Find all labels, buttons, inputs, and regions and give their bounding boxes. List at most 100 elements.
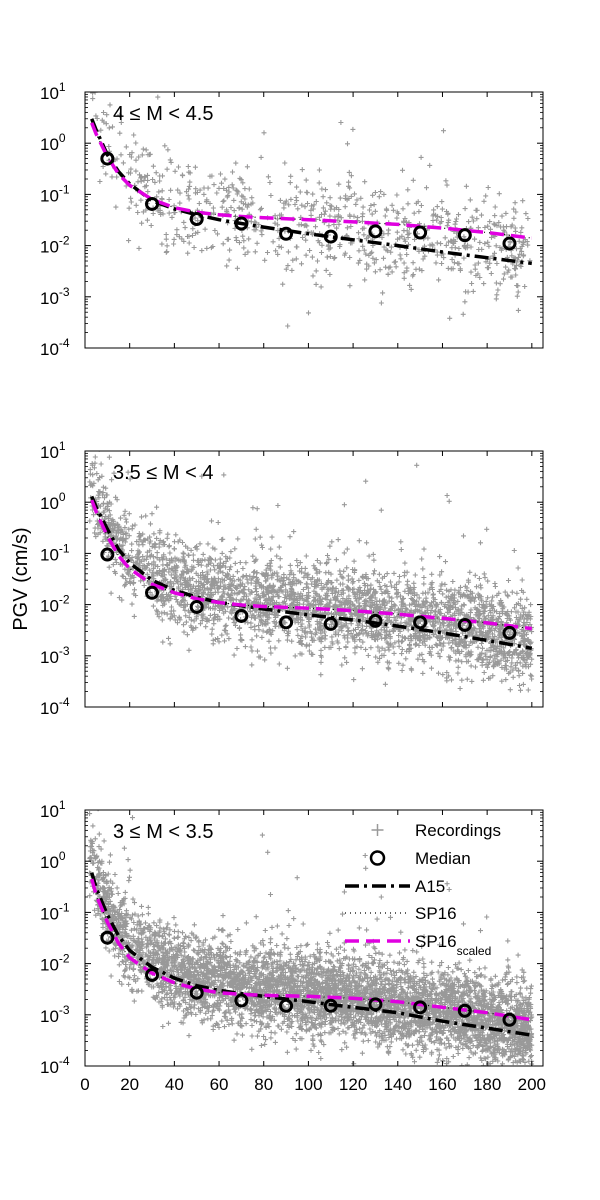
y-tick-label: 10-3 bbox=[40, 1003, 70, 1026]
y-tick-label: 10-1 bbox=[40, 900, 70, 923]
y-axis: 10-4 10-3 10-2 10-1 100 101 bbox=[40, 80, 543, 359]
curve-sp16 bbox=[91, 878, 532, 1021]
median-point bbox=[323, 229, 338, 244]
median-point bbox=[368, 224, 383, 239]
x-tick-label: 120 bbox=[339, 1075, 367, 1094]
y-tick-label: 10-4 bbox=[40, 1054, 70, 1077]
panel-label: 4 ≤ M < 4.5 bbox=[113, 103, 213, 125]
recording-marks bbox=[87, 451, 535, 693]
median-point bbox=[145, 196, 160, 211]
y-tick-label: 10-2 bbox=[40, 234, 70, 257]
x-tick-label: 180 bbox=[473, 1075, 501, 1094]
plot-area bbox=[90, 92, 533, 329]
y-tick-label: 100 bbox=[40, 490, 66, 513]
median-point bbox=[457, 617, 472, 632]
x-tick-label: 20 bbox=[120, 1075, 139, 1094]
x-tick-label: 40 bbox=[165, 1075, 184, 1094]
curve-a15 bbox=[90, 495, 533, 651]
y-tick-label: 10-3 bbox=[40, 285, 70, 308]
median-point bbox=[413, 1000, 428, 1015]
y-tick-label: 10-2 bbox=[40, 593, 70, 616]
legend-label: Recordings bbox=[415, 821, 501, 840]
median-point bbox=[100, 547, 115, 562]
median-point bbox=[368, 613, 383, 628]
legend-recordings-icon bbox=[371, 824, 384, 836]
y-tick-label: 101 bbox=[40, 439, 66, 462]
y-tick-label: 10-1 bbox=[40, 182, 70, 205]
y-axis: 10-4 10-3 10-2 10-1 100 101 bbox=[40, 439, 543, 718]
x-tick-label: 140 bbox=[384, 1075, 412, 1094]
median-point bbox=[100, 930, 115, 945]
median-point bbox=[279, 226, 294, 241]
y-axis-label: PGV (cm/s) bbox=[10, 527, 32, 630]
legend-label: Median bbox=[415, 849, 471, 868]
median-point bbox=[502, 625, 517, 640]
legend-label: SP16 bbox=[415, 904, 457, 923]
curve-a15 bbox=[90, 872, 533, 1037]
panel-label: 3.5 ≤ M < 4 bbox=[113, 462, 213, 484]
curve-sp16-scaled bbox=[90, 499, 533, 631]
median-point bbox=[189, 599, 204, 614]
recordings-scatter bbox=[87, 451, 535, 693]
legend-median-icon bbox=[369, 850, 386, 866]
y-tick-label: 101 bbox=[40, 798, 66, 821]
plot-area bbox=[87, 451, 535, 693]
median-point bbox=[189, 985, 204, 1000]
median-point bbox=[502, 1012, 517, 1027]
x-tick-label: 100 bbox=[294, 1075, 322, 1094]
axes-frame bbox=[84, 91, 544, 349]
median-point bbox=[323, 616, 338, 631]
plot-area bbox=[87, 810, 535, 1066]
median-point bbox=[145, 585, 160, 600]
x-tick-label: 60 bbox=[210, 1075, 229, 1094]
recordings-scatter bbox=[90, 92, 533, 329]
x-tick-label: 80 bbox=[254, 1075, 273, 1094]
median-point bbox=[413, 225, 428, 240]
y-tick-label: 10-1 bbox=[40, 541, 70, 564]
legend: Recordings Median A15 SP16 SP16scaled bbox=[345, 821, 501, 958]
median-markers bbox=[100, 151, 517, 251]
curve-sp16-scaled bbox=[90, 878, 533, 1022]
median-point bbox=[323, 998, 338, 1013]
median-point bbox=[368, 997, 383, 1012]
y-axis: 10-4 10-3 10-2 10-1 100 101 bbox=[40, 798, 543, 1077]
x-axis bbox=[84, 92, 533, 348]
axes-frame bbox=[84, 809, 544, 1067]
y-tick-label: 10-3 bbox=[40, 644, 70, 667]
median-markers bbox=[100, 547, 517, 640]
y-tick-label: 10-4 bbox=[40, 336, 70, 359]
x-tick-label: 160 bbox=[428, 1075, 456, 1094]
legend-label: A15 bbox=[415, 877, 445, 896]
legend-label: SP16scaled bbox=[415, 932, 491, 958]
y-tick-label: 100 bbox=[40, 849, 66, 872]
median-point bbox=[413, 615, 428, 630]
curve-a15 bbox=[90, 118, 533, 266]
median-point bbox=[457, 1003, 472, 1018]
median-point bbox=[234, 216, 249, 231]
median-point bbox=[234, 608, 249, 623]
panel-2: 10-4 10-3 10-2 10-1 100 101 3.5 ≤ M < 4 bbox=[40, 439, 544, 718]
x-tick-label: 0 bbox=[80, 1075, 89, 1094]
y-tick-label: 101 bbox=[40, 80, 66, 103]
median-point bbox=[234, 993, 249, 1008]
median-point bbox=[100, 151, 115, 166]
y-tick-label: 100 bbox=[40, 131, 66, 154]
median-point bbox=[189, 212, 204, 227]
median-point bbox=[457, 228, 472, 243]
x-tick-label: 200 bbox=[518, 1075, 546, 1094]
panel-3: 0 20 40 60 80 100 120 140 160 180 20010-410-310-21… bbox=[40, 798, 546, 1094]
median-point bbox=[145, 967, 160, 982]
panel-1: 10-4 10-3 10-2 10-1 100 101 4 ≤ M < 4.5 bbox=[40, 80, 544, 359]
curve-sp16-scaled bbox=[90, 122, 533, 240]
axes-frame bbox=[84, 450, 544, 708]
y-tick-label: 10-2 bbox=[40, 952, 70, 975]
median-point bbox=[279, 998, 294, 1013]
recording-marks bbox=[90, 92, 533, 329]
panel-label: 3 ≤ M < 3.5 bbox=[113, 821, 213, 843]
x-axis: 0 20 40 60 80 100 120 140 160 180 200 bbox=[80, 810, 546, 1094]
median-point bbox=[279, 615, 294, 630]
y-tick-label: 10-4 bbox=[40, 695, 70, 718]
median-markers bbox=[100, 930, 517, 1027]
median-point bbox=[502, 236, 517, 251]
